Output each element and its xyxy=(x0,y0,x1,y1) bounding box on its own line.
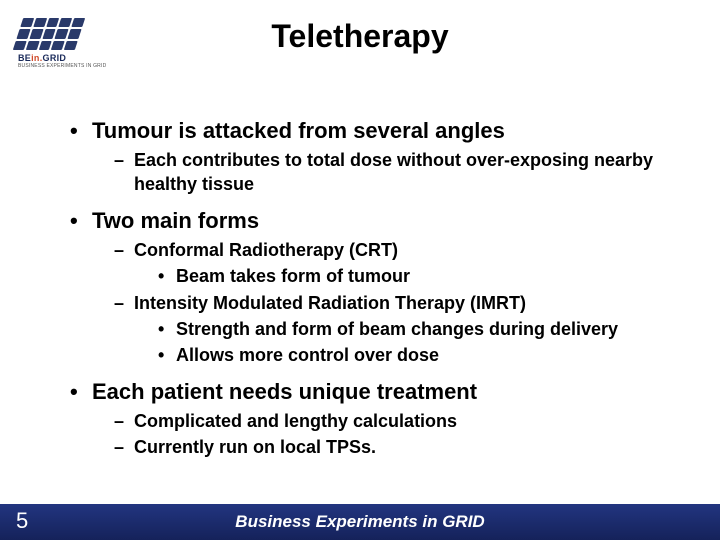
logo-brand-pre: BE xyxy=(18,53,31,63)
bullet-2: Two main forms xyxy=(70,206,680,236)
logo-brand-mid: in. xyxy=(31,53,42,63)
logo: BEin.GRID BUSINESS EXPERIMENTS IN GRID xyxy=(18,18,108,68)
bullet-2-sub-2-sub-1: Strength and form of beam changes during… xyxy=(70,317,680,341)
logo-grid-icon xyxy=(13,18,85,50)
footer-text: Business Experiments in GRID xyxy=(235,512,484,532)
bullet-2-sub-1-sub-1: Beam takes form of tumour xyxy=(70,264,680,288)
bullet-3-sub-1: Complicated and lengthy calculations xyxy=(70,409,680,433)
bullet-3-sub-2: Currently run on local TPSs. xyxy=(70,435,680,459)
bullet-3: Each patient needs unique treatment xyxy=(70,377,680,407)
bullet-1-sub-1: Each contributes to total dose without o… xyxy=(70,148,680,197)
page-number: 5 xyxy=(16,508,28,534)
logo-brand-post: GRID xyxy=(43,53,67,63)
page-title: Teletherapy xyxy=(0,0,720,55)
bullet-2-sub-2-sub-2: Allows more control over dose xyxy=(70,343,680,367)
bullet-2-sub-1: Conformal Radiotherapy (CRT) xyxy=(70,238,680,262)
logo-subtitle: BUSINESS EXPERIMENTS IN GRID xyxy=(18,63,108,69)
logo-brand: BEin.GRID xyxy=(18,53,108,63)
content: Tumour is attacked from several angles E… xyxy=(0,55,720,460)
bullet-2-sub-2: Intensity Modulated Radiation Therapy (I… xyxy=(70,291,680,315)
bullet-1: Tumour is attacked from several angles xyxy=(70,116,680,146)
footer-bar: Business Experiments in GRID xyxy=(0,504,720,540)
